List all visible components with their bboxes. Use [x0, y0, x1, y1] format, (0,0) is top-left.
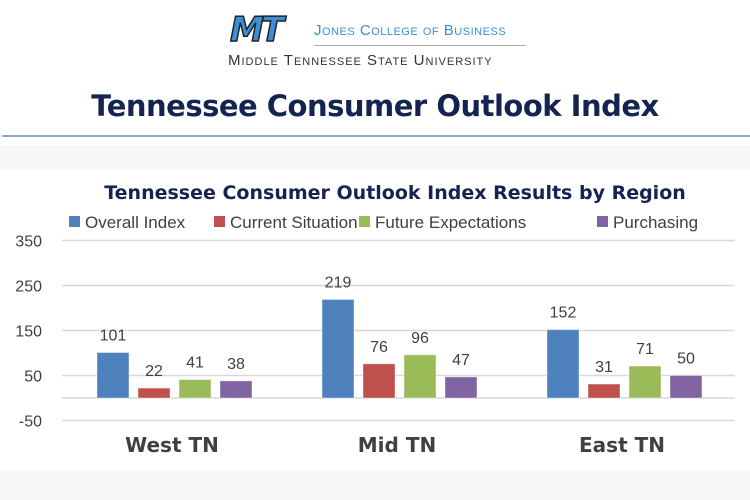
- legend-swatch: [214, 216, 225, 227]
- y-tick-label: 150: [15, 324, 42, 341]
- y-tick-label: 250: [15, 279, 42, 296]
- data-label: 152: [550, 305, 577, 322]
- legend-label: Overall Index: [85, 213, 186, 232]
- data-label: 50: [677, 351, 695, 368]
- bar: [362, 363, 396, 399]
- y-tick-label: 50: [24, 369, 42, 386]
- data-label: 31: [595, 359, 613, 376]
- bar: [321, 298, 355, 399]
- data-label: 71: [636, 341, 654, 358]
- bar: [219, 380, 253, 399]
- data-label: 101: [100, 328, 127, 345]
- logo-divider: [314, 45, 526, 46]
- legend-label: Future Expectations: [375, 213, 526, 232]
- bar: [587, 383, 621, 399]
- data-label: 22: [145, 363, 163, 380]
- data-label: 41: [186, 355, 204, 372]
- bar: [137, 387, 171, 399]
- category-label: East TN: [579, 433, 665, 457]
- college-name: Jones College of Business: [314, 22, 507, 39]
- data-label: 76: [370, 339, 388, 356]
- chart-title: Tennessee Consumer Outlook Index Results…: [104, 182, 686, 204]
- category-label: West TN: [125, 433, 219, 457]
- legend-swatch: [359, 216, 370, 227]
- data-label: 219: [325, 274, 352, 291]
- mtsu-logo: MT Jones College of Business Middle Tenn…: [228, 8, 530, 72]
- page-title: Tennessee Consumer Outlook Index: [91, 89, 659, 123]
- university-name: Middle Tennessee State University: [228, 52, 493, 69]
- data-label: 38: [227, 356, 245, 373]
- legend-label: Current Situation: [230, 213, 358, 232]
- y-tick-label: 350: [15, 234, 42, 251]
- legend-label: Purchasing: [613, 213, 698, 232]
- bar: [669, 375, 703, 399]
- bar: [628, 365, 662, 399]
- data-label: 47: [452, 352, 470, 369]
- y-tick-label: -50: [19, 414, 42, 431]
- background-band-bottom: [0, 470, 750, 500]
- legend-swatch: [597, 216, 608, 227]
- bar: [444, 376, 478, 399]
- bar: [178, 379, 212, 399]
- mt-logo-mark: MT: [229, 9, 285, 51]
- legend-swatch: [69, 216, 80, 227]
- data-label: 96: [411, 330, 429, 347]
- bar: [403, 354, 437, 399]
- background-band: [0, 145, 750, 170]
- bar: [96, 352, 130, 399]
- title-rule: [2, 135, 750, 137]
- category-label: Mid TN: [358, 433, 436, 457]
- bar: [546, 329, 580, 399]
